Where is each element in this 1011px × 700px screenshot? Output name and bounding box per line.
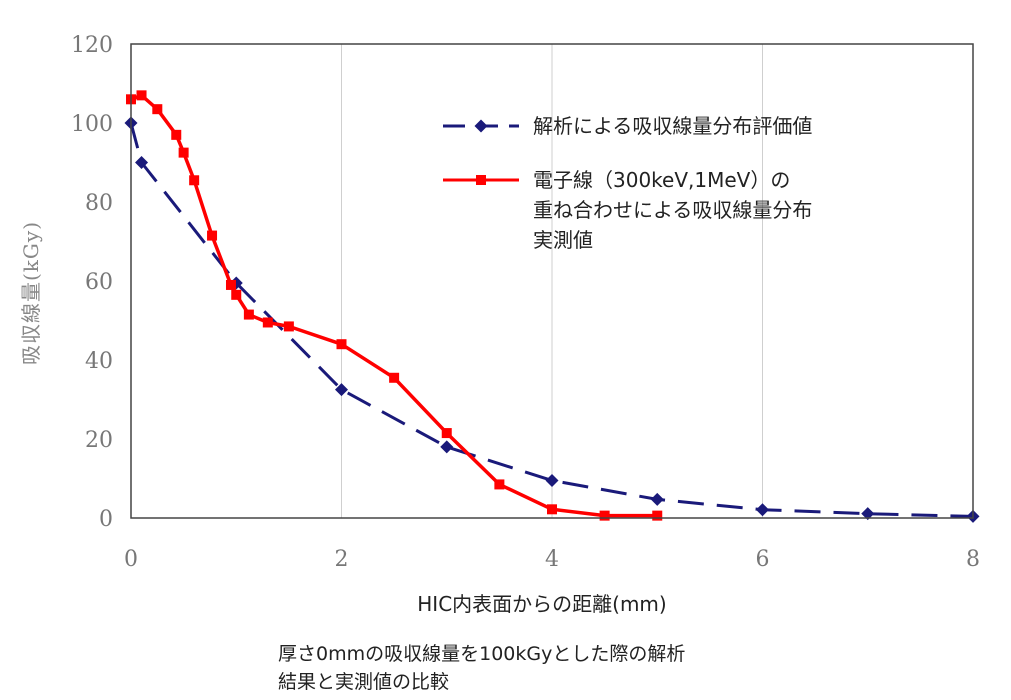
data-point — [547, 504, 557, 515]
x-tick-label: 6 — [756, 547, 770, 572]
legend-label: 重ね合わせによる吸収線量分布 — [533, 198, 812, 222]
data-point — [262, 317, 273, 328]
plot-frame — [130, 43, 974, 519]
data-point — [389, 372, 400, 383]
data-point — [243, 309, 254, 320]
legend-marker — [474, 119, 488, 133]
data-point — [152, 104, 163, 115]
y-tick-label: 100 — [71, 112, 113, 137]
data-point — [336, 339, 347, 350]
data-point — [440, 440, 454, 454]
data-point — [652, 510, 663, 521]
legend-label: 電子線（300keV,1MeV）の — [533, 168, 790, 192]
series-line — [129, 122, 974, 518]
legend-label: 実測値 — [533, 228, 593, 252]
series-layer — [124, 90, 980, 523]
series-2 — [126, 90, 663, 521]
legend-marker — [476, 175, 486, 185]
series-1 — [124, 116, 980, 523]
data-point — [136, 90, 147, 101]
data-point — [225, 279, 236, 290]
data-point — [599, 510, 610, 521]
x-tick-label: 0 — [124, 547, 138, 572]
data-point — [494, 479, 505, 490]
y-tick-label: 80 — [85, 191, 113, 216]
series-line — [130, 93, 658, 518]
x-tick-label: 4 — [545, 547, 559, 572]
y-tick-label: 20 — [85, 428, 113, 453]
y-tick-label: 0 — [99, 507, 113, 532]
legend-label: 解析による吸収線量分布評価値 — [533, 114, 812, 138]
data-point — [441, 428, 452, 439]
data-point — [650, 492, 664, 506]
data-point — [335, 383, 348, 397]
data-point — [207, 230, 218, 241]
data-point — [178, 147, 189, 158]
x-tick-label: 8 — [966, 547, 980, 572]
figure-caption: 厚さ0mmの吸収線量を100kGyとした際の解析 結果と実測値の比較 — [278, 640, 878, 696]
data-point — [171, 129, 182, 140]
legend-entry-1: 解析による吸収線量分布評価値 — [443, 114, 812, 138]
grid-lines — [341, 44, 763, 518]
data-point — [283, 321, 294, 332]
data-point — [135, 156, 149, 169]
caption-line-2: 結果と実測値の比較 — [278, 671, 450, 693]
y-tick-label: 120 — [71, 33, 113, 58]
legend: 解析による吸収線量分布評価値電子線（300keV,1MeV）の重ね合わせによる吸… — [443, 114, 812, 252]
data-point — [756, 503, 769, 517]
x-axis-title: HIC内表面からの距離(mm) — [417, 592, 666, 616]
data-point — [231, 289, 242, 300]
y-axis-title: 吸収線量(kGy) — [19, 221, 43, 365]
caption-line-1: 厚さ0mmの吸収線量を100kGyとした際の解析 — [278, 643, 686, 665]
x-tick-label: 2 — [335, 547, 349, 572]
data-point — [545, 473, 559, 487]
y-tick-label: 60 — [85, 270, 113, 295]
data-point — [861, 507, 875, 521]
data-point — [189, 175, 200, 186]
y-tick-label: 40 — [85, 349, 113, 374]
